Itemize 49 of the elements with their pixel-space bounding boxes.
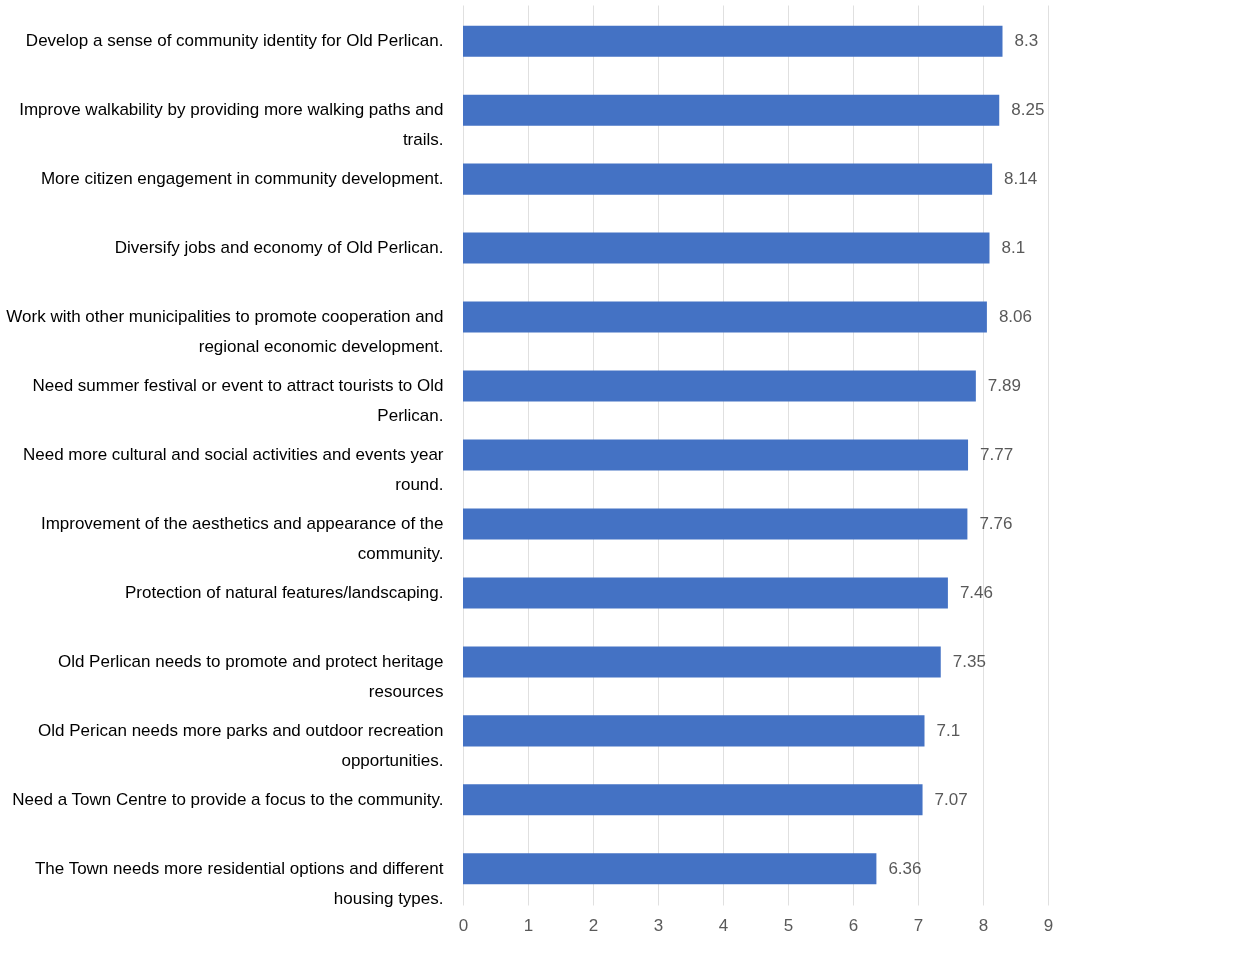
y-tick-label: Protection of natural features/landscaping. <box>125 582 444 602</box>
x-tick-label: 9 <box>1043 915 1054 935</box>
y-tick-label: More citizen engagement in community development. <box>40 169 444 189</box>
bar <box>463 232 990 264</box>
data-label: 7.07 <box>934 789 968 809</box>
bar <box>463 577 948 609</box>
x-tick-label: 4 <box>718 915 729 935</box>
y-tick-label: Need summer festival or event to attract tourists to Old Perlican. <box>32 376 444 426</box>
bar <box>463 784 923 816</box>
x-tick-label: 3 <box>653 915 664 935</box>
y-tick-label: Work with other municipalities to promote cooperation and regional economic development. <box>6 307 444 357</box>
bar <box>463 439 969 471</box>
y-tick-label: Need more cultural and social activities and events year round. <box>23 445 444 494</box>
x-tick-label: 8 <box>978 915 989 935</box>
data-label: 6.36 <box>888 858 922 878</box>
bar <box>463 94 1000 126</box>
x-tick-label: 5 <box>783 915 794 935</box>
data-label: 7.1 <box>936 720 961 740</box>
bar <box>463 25 1003 57</box>
data-label: 8.3 <box>1014 31 1039 51</box>
bar <box>463 370 976 402</box>
y-tick-label: The Town needs more residential options and different housing types. <box>34 858 444 908</box>
data-label: 8.14 <box>1004 169 1038 189</box>
y-tick-label: Old Perican needs more parks and outdoor recreation opportunities. <box>38 720 444 770</box>
data-label: 7.89 <box>987 376 1021 396</box>
data-label: 8.1 <box>1001 238 1026 258</box>
data-label: 7.76 <box>979 513 1013 533</box>
y-tick-label: Improvement of the aesthetics and appearance of the community. <box>40 513 444 563</box>
bar <box>463 508 968 540</box>
y-tick-label: Old Perlican needs to promote and protect heritage resources <box>57 651 444 701</box>
data-label: 7.46 <box>959 582 993 602</box>
x-tick-label: 6 <box>848 915 859 935</box>
data-label: 7.77 <box>980 445 1014 464</box>
bar <box>463 853 877 885</box>
x-tick-label: 1 <box>523 915 534 935</box>
y-tick-label: Develop a sense of community identity for Old Perlican. <box>25 31 444 51</box>
x-tick-label: 7 <box>913 915 924 935</box>
y-tick-label: Improve walkability by providing more walking paths and trails. <box>19 100 444 150</box>
bar <box>463 715 925 747</box>
bar <box>463 163 993 195</box>
bar <box>463 301 987 333</box>
y-tick-label: Need a Town Centre to provide a focus to the community. <box>12 789 444 809</box>
x-tick-label: 2 <box>588 915 599 935</box>
y-tick-label: Diversify jobs and economy of Old Perlican. <box>114 238 444 258</box>
data-label: 7.35 <box>952 651 986 671</box>
data-label: 8.25 <box>1011 100 1045 120</box>
data-label: 8.06 <box>998 307 1032 327</box>
x-tick-label: 0 <box>458 915 469 935</box>
bar <box>463 646 941 678</box>
